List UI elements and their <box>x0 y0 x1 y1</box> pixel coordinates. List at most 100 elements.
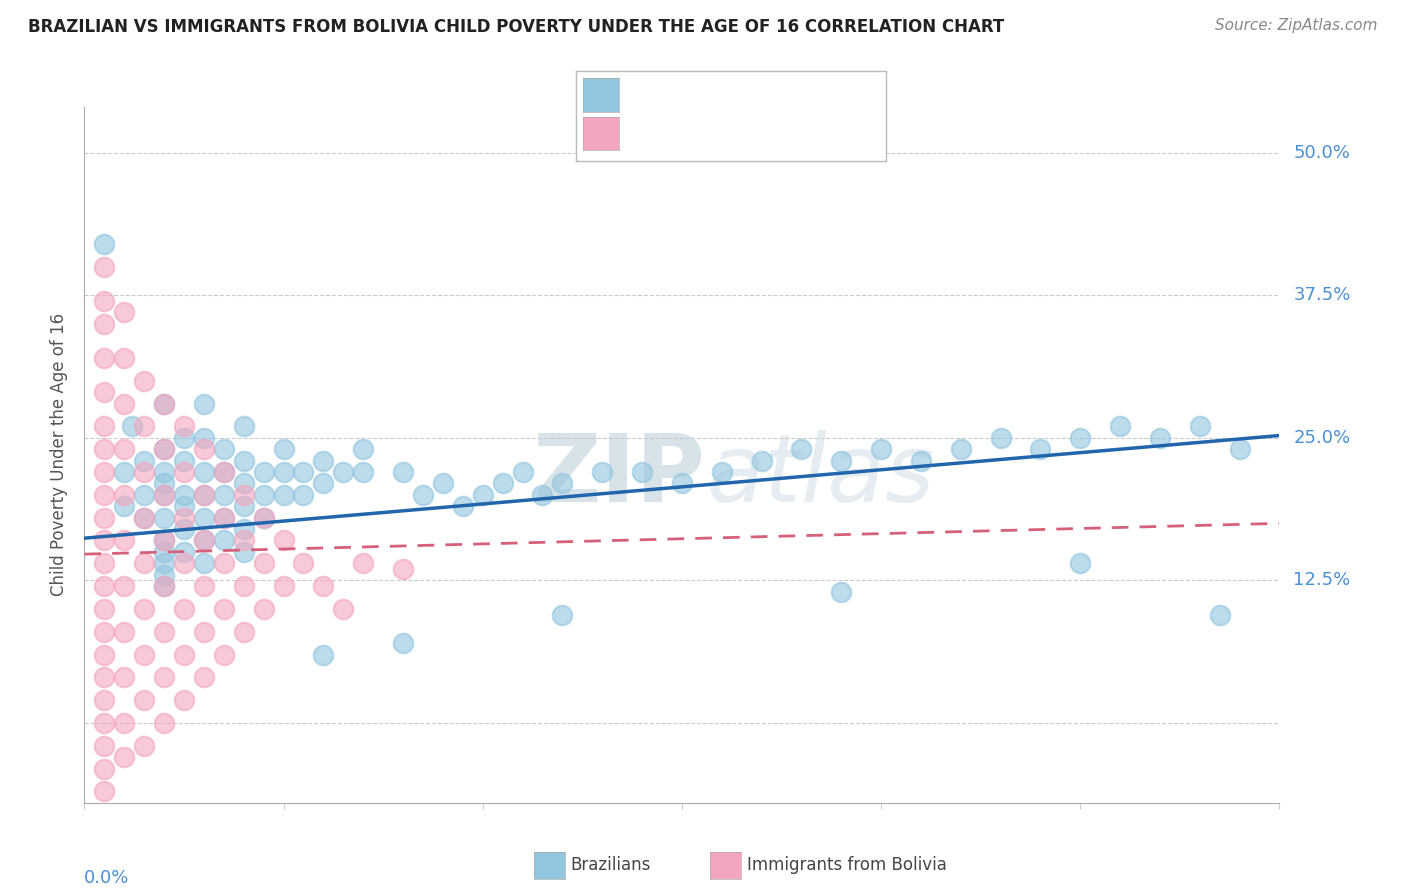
Point <box>631 465 654 479</box>
Point <box>153 670 176 684</box>
Point <box>212 488 235 502</box>
Point <box>451 500 474 514</box>
Point <box>112 396 135 410</box>
Point <box>212 465 235 479</box>
Point <box>790 442 813 457</box>
Point <box>212 510 235 524</box>
Point <box>352 442 374 457</box>
Point <box>212 510 235 524</box>
Point <box>93 670 115 684</box>
Point <box>112 750 135 764</box>
Point <box>132 419 156 434</box>
Point <box>93 236 115 251</box>
Point <box>132 465 156 479</box>
Point <box>273 465 295 479</box>
Text: ZIP: ZIP <box>533 430 706 522</box>
Point <box>273 442 295 457</box>
Point <box>1069 556 1091 570</box>
Point <box>212 648 235 662</box>
Point <box>990 431 1012 445</box>
Point <box>132 693 156 707</box>
Point <box>312 579 335 593</box>
Point <box>392 465 415 479</box>
Text: 25.0%: 25.0% <box>1294 429 1351 447</box>
Point <box>153 396 176 410</box>
Point <box>153 488 176 502</box>
Text: Immigrants from Bolivia: Immigrants from Bolivia <box>747 856 946 874</box>
Point <box>153 510 176 524</box>
Text: Brazilians: Brazilians <box>571 856 651 874</box>
Point <box>193 465 215 479</box>
Point <box>512 465 534 479</box>
Point <box>1069 431 1091 445</box>
Point <box>93 784 115 798</box>
Point <box>591 465 613 479</box>
Text: atlas: atlas <box>706 430 934 521</box>
Point <box>232 476 254 491</box>
Point <box>93 602 115 616</box>
Point <box>93 419 115 434</box>
Y-axis label: Child Poverty Under the Age of 16: Child Poverty Under the Age of 16 <box>51 313 69 597</box>
Point <box>173 510 195 524</box>
Point <box>153 579 176 593</box>
Text: N = 84: N = 84 <box>756 124 824 142</box>
Point <box>93 648 115 662</box>
Point <box>212 442 235 457</box>
Text: R =  0.077: R = 0.077 <box>624 124 720 142</box>
Point <box>253 510 276 524</box>
Point <box>193 488 215 502</box>
Point <box>253 510 276 524</box>
Point <box>232 500 254 514</box>
Point <box>93 762 115 776</box>
Point <box>93 556 115 570</box>
Point <box>93 465 115 479</box>
Text: 0.0%: 0.0% <box>84 869 129 887</box>
Point <box>551 607 574 622</box>
Point <box>312 476 335 491</box>
Point <box>112 488 135 502</box>
Point <box>132 510 156 524</box>
Point <box>212 465 235 479</box>
Point <box>432 476 454 491</box>
Point <box>153 442 176 457</box>
Point <box>253 488 276 502</box>
Point <box>112 579 135 593</box>
Point <box>132 488 156 502</box>
Point <box>93 693 115 707</box>
Point <box>949 442 972 457</box>
Point <box>212 533 235 548</box>
Point <box>173 453 195 467</box>
Point <box>112 715 135 730</box>
Point <box>112 533 135 548</box>
Point <box>212 556 235 570</box>
Point <box>112 465 135 479</box>
Point <box>173 419 195 434</box>
Point <box>173 500 195 514</box>
Point <box>531 488 554 502</box>
Point <box>352 465 374 479</box>
Point <box>193 533 215 548</box>
Point <box>153 715 176 730</box>
Point <box>1149 431 1171 445</box>
Point <box>153 556 176 570</box>
Point <box>153 567 176 582</box>
Point <box>93 488 115 502</box>
Point <box>212 602 235 616</box>
Point <box>352 556 374 570</box>
Point <box>1229 442 1251 457</box>
Point <box>132 556 156 570</box>
Point <box>173 545 195 559</box>
Point <box>193 533 215 548</box>
Point <box>93 317 115 331</box>
Point <box>93 351 115 365</box>
Point <box>910 453 932 467</box>
Point <box>1208 607 1230 622</box>
Point <box>112 624 135 639</box>
Point <box>93 739 115 753</box>
Point <box>193 624 215 639</box>
Point <box>93 385 115 400</box>
Point <box>232 579 254 593</box>
Point <box>1029 442 1052 457</box>
Point <box>253 602 276 616</box>
Point <box>412 488 434 502</box>
